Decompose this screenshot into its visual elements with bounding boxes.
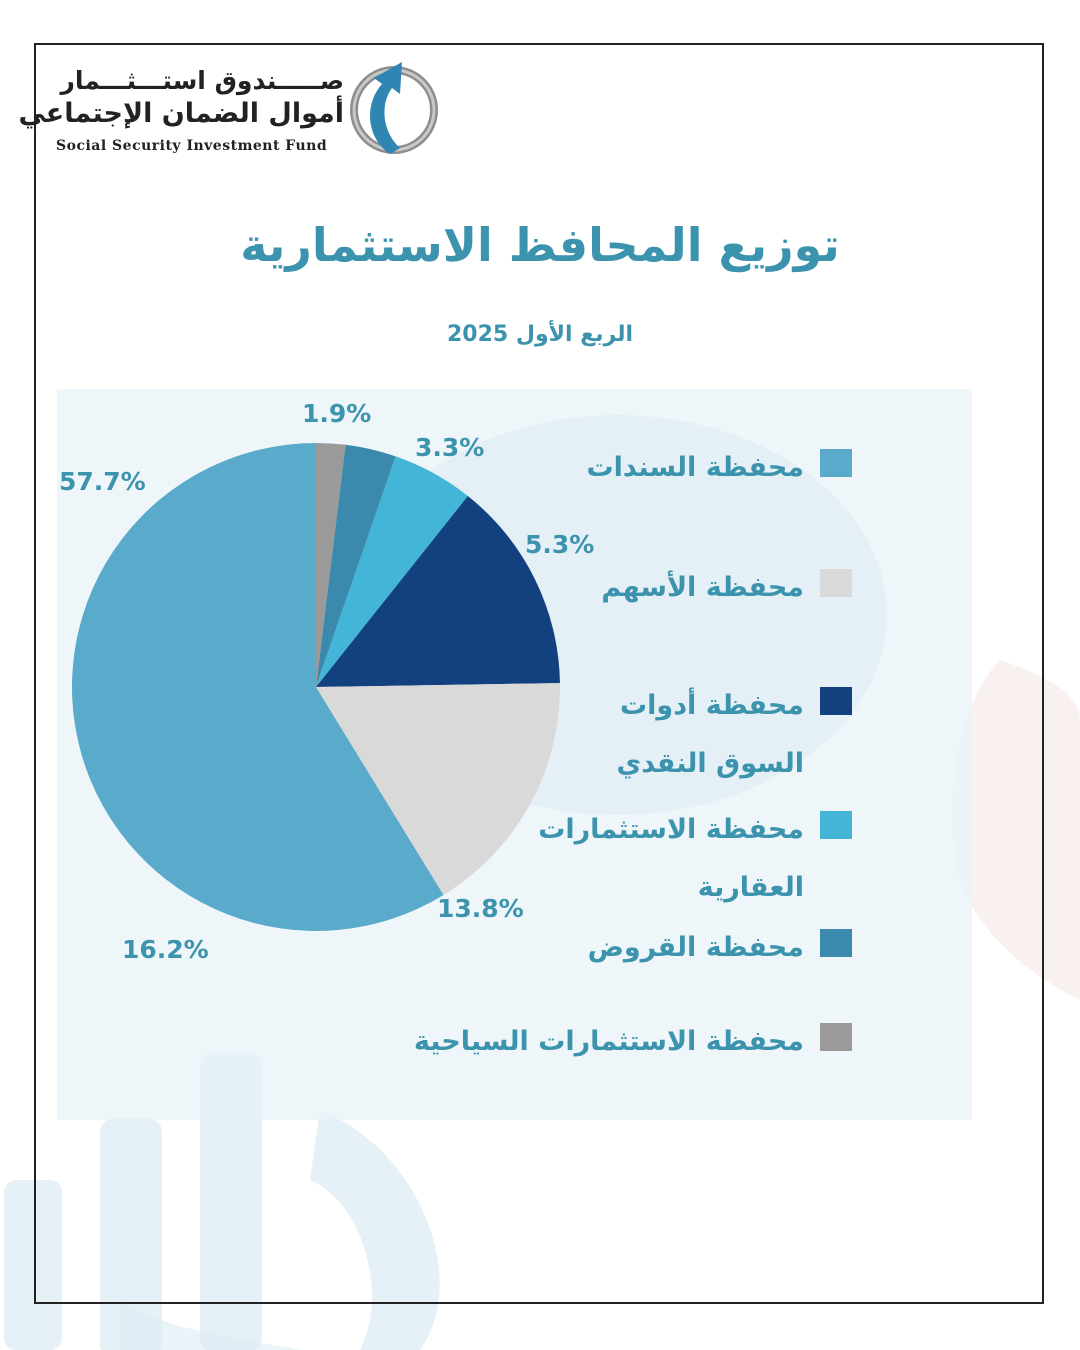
legend-swatch-bonds (820, 449, 852, 477)
legend-swatch-stocks (820, 569, 852, 597)
data-label-tourism: 1.9% (302, 399, 372, 428)
logo-emblem-icon (350, 62, 438, 154)
pie-slice-loans (316, 444, 396, 687)
fund-logo: صـــــندوق استـــثـــمار أموال الضمان ال… (18, 58, 444, 162)
pie-slice-stocks (316, 683, 561, 895)
pie-slice-real-estate (316, 456, 468, 687)
legend-swatch-loans (820, 929, 852, 957)
data-label-stocks: 16.2% (122, 935, 209, 964)
page-title: توزيع المحافظ الاستثمارية (240, 218, 840, 272)
legend-item-stocks: محفظة الأسهم (512, 559, 852, 617)
legend-swatch-tourism (820, 1023, 852, 1051)
chart-panel: 57.7% 16.2% 13.8% 5.3% 3.3% 1.9% محفظة ا… (57, 389, 972, 1120)
data-label-real-estate: 5.3% (525, 530, 595, 559)
legend-label-loans: محفظة القروض (587, 932, 804, 963)
legend-label-bonds: محفظة السندات (586, 452, 804, 483)
data-label-bonds: 57.7% (59, 467, 146, 496)
pie-chart (71, 415, 887, 931)
logo-english-name: Social Security Investment Fund (56, 138, 328, 154)
data-label-loans: 3.3% (415, 433, 485, 462)
legend-item-tourism: محفظة الاستثمارات السياحية (412, 1013, 852, 1071)
legend-label-real-estate: محفظة الاستثمارات العقارية (538, 814, 804, 903)
pie-slice-bonds (71, 443, 444, 931)
legend-item-loans: محفظة القروض (512, 919, 852, 977)
page-frame (34, 43, 1044, 1304)
legend-label-tourism: محفظة الاستثمارات السياحية (413, 1026, 804, 1057)
legend-item-bonds: محفظة السندات (512, 439, 852, 497)
legend-label-stocks: محفظة الأسهم (601, 572, 804, 603)
logo-arabic-line1: صـــــندوق استـــثـــمار (60, 66, 344, 95)
legend-item-money-market: محفظة أدوات السوق النقدي (512, 677, 852, 793)
data-label-money-market: 13.8% (437, 894, 524, 923)
legend-swatch-real-estate (820, 811, 852, 839)
page-subtitle: الربع الأول 2025 (446, 322, 633, 347)
legend-item-real-estate: محفظة الاستثمارات العقارية (512, 801, 852, 917)
pie-slice-tourism (316, 443, 346, 687)
legend-swatch-money-market (820, 687, 852, 715)
pie-slice-money-market (316, 496, 560, 687)
logo-arabic-line2: أموال الضمان الإجتماعي (18, 98, 344, 129)
legend-label-money-market: محفظة أدوات السوق النقدي (616, 690, 804, 779)
